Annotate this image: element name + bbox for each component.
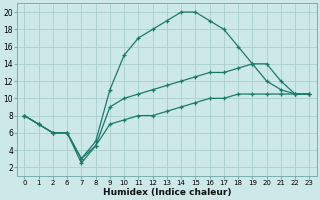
X-axis label: Humidex (Indice chaleur): Humidex (Indice chaleur) [103,188,231,197]
